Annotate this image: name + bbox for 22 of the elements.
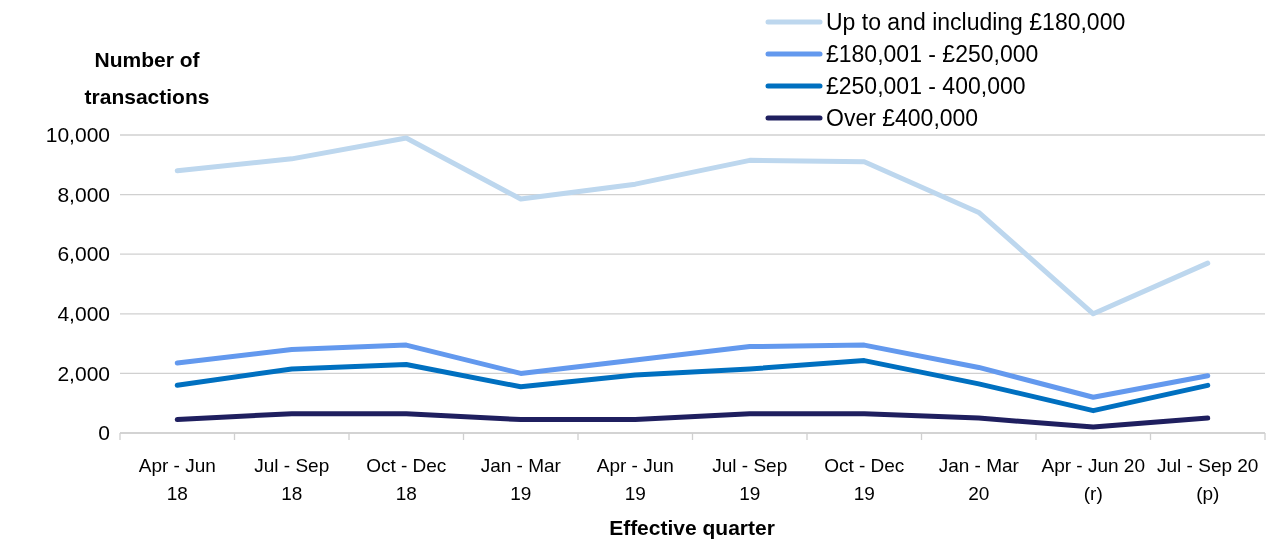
x-tick-label: Oct - Dec 18 <box>366 455 447 504</box>
y-tick-label: 2,000 <box>57 361 110 385</box>
x-tick-label: Jul - Sep 18 <box>254 455 330 504</box>
x-axis-title: Effective quarter <box>609 516 775 539</box>
legend-label: £250,001 - 400,000 <box>826 73 1026 99</box>
x-tick-label: Jan - Mar 20 <box>938 455 1020 504</box>
legend-label: Up to and including £180,000 <box>826 9 1126 35</box>
x-tick-label: Apr - Jun 18 <box>138 455 216 504</box>
y-tick-label: 4,000 <box>57 302 110 326</box>
x-tick-label: Jan - Mar 19 <box>480 455 562 504</box>
x-tick-label: Oct - Dec 19 <box>824 455 905 504</box>
y-tick-label: 8,000 <box>57 182 110 206</box>
x-tick-label: Apr - Jun 20 (r) <box>1041 455 1145 504</box>
y-tick-label: 0 <box>98 421 110 445</box>
legend-label: Over £400,000 <box>826 105 979 131</box>
y-tick-label: 10,000 <box>45 123 110 147</box>
y-tick-label: 6,000 <box>57 242 110 266</box>
legend-label: £180,001 - £250,000 <box>826 41 1039 67</box>
x-tick-label: Jul - Sep 20 (p) <box>1157 455 1259 504</box>
x-tick-label: Apr - Jun 19 <box>596 455 674 504</box>
x-tick-label: Jul - Sep 19 <box>712 455 788 504</box>
y-axis-title: Number of transactions <box>84 48 210 108</box>
